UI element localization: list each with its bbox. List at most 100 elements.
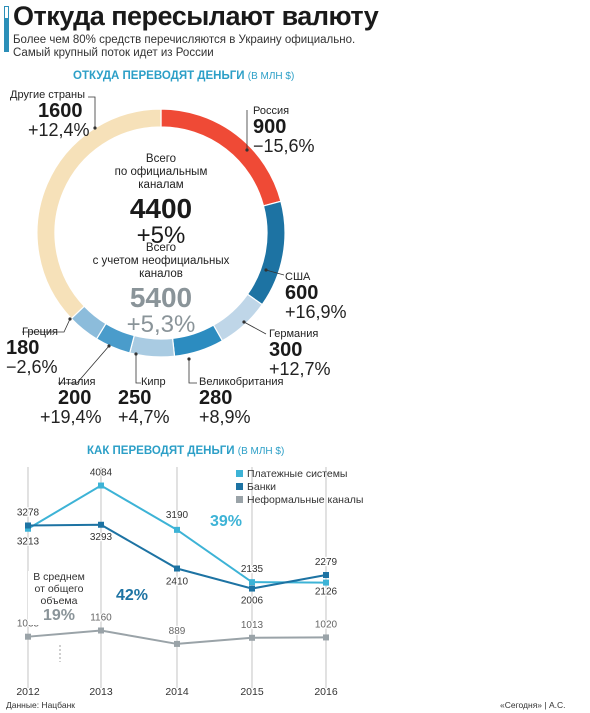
legend-swatch-payment xyxy=(236,470,243,477)
label-usa-name: США xyxy=(285,271,311,283)
leader-line-other xyxy=(88,96,96,128)
value-label-payment-systems-2012: 3213 xyxy=(17,537,40,548)
label-russia: Россия 900 −15,6% xyxy=(253,105,315,156)
label-other-value: 1600 xyxy=(38,100,83,122)
leader-line-italy xyxy=(58,345,110,384)
legend-informal-label: Неформальные каналы xyxy=(247,494,364,506)
value-label-informal-2015: 1013 xyxy=(241,620,264,631)
value-label-informal-2014: 889 xyxy=(169,626,186,637)
leader-dot-russia xyxy=(245,148,249,152)
point-payment-systems-2014 xyxy=(174,526,180,533)
leader-dot-cyprus xyxy=(134,352,138,356)
official-label-1: Всего xyxy=(145,153,177,165)
label-uk-value: 280 xyxy=(199,387,233,409)
value-label-banks-2012: 3278 xyxy=(17,507,40,518)
legend-banks: Банки xyxy=(236,481,276,493)
legend-payment-systems: Платежные системы xyxy=(236,468,347,480)
donut-heading-text: ОТКУДА ПЕРЕВОДЯТ ДЕНЬГИ xyxy=(73,70,245,82)
legend-banks-label: Банки xyxy=(247,481,276,493)
value-label-banks-2016: 2279 xyxy=(315,557,338,568)
annotation-banks-share: 42% xyxy=(116,587,149,604)
point-informal-2013 xyxy=(98,627,104,634)
line-heading-text: КАК ПЕРЕВОДЯТ ДЕНЬГИ xyxy=(87,445,235,457)
donut-heading-unit: (В МЛН $) xyxy=(247,71,295,82)
leader-dot-germany xyxy=(242,320,246,324)
title-accent-bar xyxy=(4,6,9,52)
label-other-change: +12,4% xyxy=(28,120,90,140)
grand-total-value: 5400 xyxy=(129,282,193,313)
label-cyprus: Кипр 250 +4,7% xyxy=(118,376,170,427)
value-label-banks-2013: 3293 xyxy=(90,532,113,543)
value-label-banks-2014: 2410 xyxy=(166,577,189,588)
label-cyprus-name: Кипр xyxy=(141,376,166,388)
page-subtitle: Более чем 80% средств перечисляются в Ук… xyxy=(13,34,355,60)
page-title: Откуда пересылают валюту xyxy=(13,1,379,31)
label-greece-change: −2,6% xyxy=(6,357,58,377)
leader-line-greece xyxy=(22,318,71,333)
legend-informal: Неформальные каналы xyxy=(236,494,363,506)
point-banks-2014 xyxy=(174,565,180,572)
value-label-informal-2016: 1020 xyxy=(315,619,338,630)
legend-swatch-informal xyxy=(236,496,243,503)
subtitle-line-2: Самый крупный поток идет из России xyxy=(13,47,214,59)
label-other: Другие страны 1600 +12,4% xyxy=(10,89,90,140)
x-tick-2014: 2014 xyxy=(165,686,189,698)
legend-payment-label: Платежные системы xyxy=(247,468,348,480)
label-uk-name: Великобритания xyxy=(199,376,284,388)
point-banks-2013 xyxy=(98,521,104,528)
label-italy-change: +19,4% xyxy=(40,407,102,427)
leader-dot-uk xyxy=(187,357,191,361)
line-heading-unit: (В МЛН $) xyxy=(237,446,285,457)
point-informal-2016 xyxy=(323,634,329,641)
leader-line-usa xyxy=(265,269,285,276)
leader-line-uk xyxy=(188,359,197,384)
label-usa: США 600 +16,9% xyxy=(285,271,347,322)
leader-dot-other xyxy=(93,126,97,130)
label-usa-value: 600 xyxy=(285,282,319,304)
donut-center-total: Всего с учетом неофициальных каналов 540… xyxy=(92,242,230,338)
total-label-3: каналов xyxy=(139,268,183,280)
leader-dot-usa xyxy=(264,268,268,272)
label-greece-name: Греция xyxy=(22,326,58,338)
line-section-heading: КАК ПЕРЕВОДЯТ ДЕНЬГИ (В МЛН $) xyxy=(87,445,284,457)
leader-line-germany xyxy=(243,321,267,335)
point-payment-systems-2015 xyxy=(249,579,255,586)
label-uk: Великобритания 280 +8,9% xyxy=(199,376,283,427)
label-germany-value: 300 xyxy=(269,339,303,361)
leader-dot-italy xyxy=(107,344,111,348)
annotation-payment-share: 39% xyxy=(210,513,243,530)
official-label-2: по официальным каналам xyxy=(114,166,208,191)
official-total-value: 4400 xyxy=(129,193,193,224)
donut-slice-usa xyxy=(246,200,286,306)
label-uk-change: +8,9% xyxy=(199,407,251,427)
label-other-name: Другие страны xyxy=(10,89,86,101)
point-informal-2014 xyxy=(174,640,180,647)
x-tick-2015: 2015 xyxy=(240,686,264,698)
label-italy: Италия 200 +19,4% xyxy=(40,376,102,427)
label-usa-change: +16,9% xyxy=(285,302,347,322)
leader-line-cyprus xyxy=(135,354,141,384)
note-line-3: объема xyxy=(40,595,78,607)
donut-section-heading: ОТКУДА ПЕРЕВОДЯТ ДЕНЬГИ (В МЛН $) xyxy=(73,70,294,82)
informal-share-note: В среднем от общего объема 19% xyxy=(28,571,90,625)
credit-note: «Сегодня» | А.С. xyxy=(500,700,566,710)
label-germany: Германия 300 +12,7% xyxy=(269,328,331,379)
point-banks-2016 xyxy=(323,572,329,579)
value-label-payment-systems-2014: 3190 xyxy=(166,510,189,521)
point-informal-2012 xyxy=(25,633,31,640)
label-italy-name: Италия xyxy=(58,376,96,388)
total-label-1: Всего xyxy=(145,242,177,254)
point-payment-systems-2012 xyxy=(25,525,31,532)
note-line-1: В среднем xyxy=(33,571,85,583)
note-line-2: от общего xyxy=(34,583,84,595)
note-pct: 19% xyxy=(42,607,76,624)
donut-chart xyxy=(22,96,286,384)
x-tick-2016: 2016 xyxy=(314,686,338,698)
label-greece-value: 180 xyxy=(6,337,40,359)
value-label-informal-2013: 1160 xyxy=(90,612,112,623)
label-russia-change: −15,6% xyxy=(253,136,315,156)
label-cyprus-change: +4,7% xyxy=(118,407,170,427)
value-label-payment-systems-2013: 4084 xyxy=(90,468,113,479)
point-banks-2012 xyxy=(25,522,31,529)
official-total-change: +5% xyxy=(136,222,186,249)
